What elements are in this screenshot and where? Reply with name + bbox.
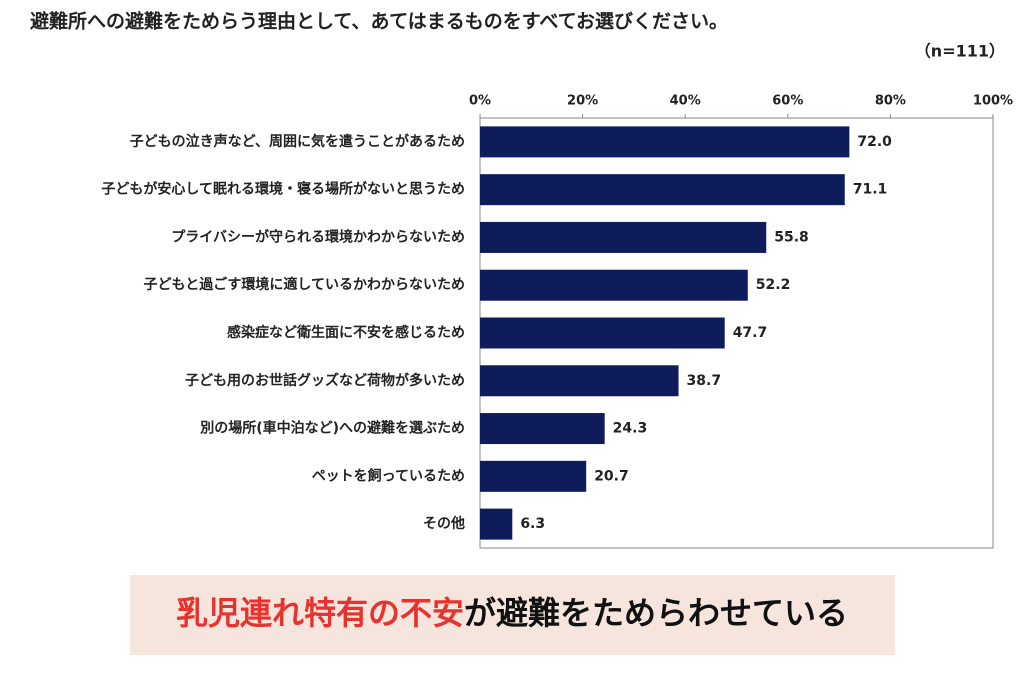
bar <box>480 126 850 158</box>
value-label: 55.8 <box>774 229 809 245</box>
y-tick-label: その他 <box>423 515 465 532</box>
x-tick-label: 80% <box>875 94 906 109</box>
callout-box <box>130 575 895 655</box>
value-label: 47.7 <box>733 325 768 341</box>
x-tick-label: 100% <box>973 94 1013 109</box>
y-tick-label: 子どもと過ごす環境に適しているかわからないため <box>144 276 465 293</box>
y-tick-label: 子どもの泣き声など、周囲に気を遣うことがあるため <box>130 133 465 150</box>
chart-title: 避難所への避難をためらう理由として、あてはまるものをすべてお選びください。 <box>30 10 728 33</box>
value-label: 24.3 <box>613 421 648 437</box>
value-label: 71.1 <box>853 182 888 198</box>
value-label: 6.3 <box>520 516 545 532</box>
bar <box>480 413 605 445</box>
value-label: 52.2 <box>756 277 791 293</box>
y-tick-label: プライバシーが守られる環境かわからないため <box>171 228 465 245</box>
y-tick-label: 子ども用のお世話グッズなど荷物が多いため <box>185 372 465 389</box>
y-tick-label: 感染症など衛生面に不安を感じるため <box>227 324 465 341</box>
bar <box>480 317 725 349</box>
sample-size: （n=111） <box>915 42 1005 61</box>
bar <box>480 460 587 492</box>
y-tick-label: 別の場所(車中泊など)への避難を選ぶため <box>199 420 465 437</box>
callout-rest: が避難をためらわせている <box>464 594 848 632</box>
bar <box>480 508 513 540</box>
x-tick-label: 40% <box>670 94 701 109</box>
y-tick-label: ペットを飼っているため <box>312 467 465 484</box>
x-tick-label: 0% <box>469 94 491 109</box>
x-tick-label: 60% <box>772 94 803 109</box>
y-tick-label: 子どもが安心して眠れる環境・寝る場所がないと思うため <box>101 181 465 198</box>
value-label: 72.0 <box>857 134 892 150</box>
bar <box>480 221 767 253</box>
x-tick-label: 20% <box>567 94 598 109</box>
callout-highlight: 乳児連れ特有の不安 <box>176 594 464 632</box>
callout-text: 乳児連れ特有の不安が避難をためらわせている <box>176 594 848 632</box>
value-label: 38.7 <box>687 373 722 389</box>
bar <box>480 269 748 301</box>
bar <box>480 365 679 397</box>
value-label: 20.7 <box>594 468 629 484</box>
bar <box>480 174 845 206</box>
